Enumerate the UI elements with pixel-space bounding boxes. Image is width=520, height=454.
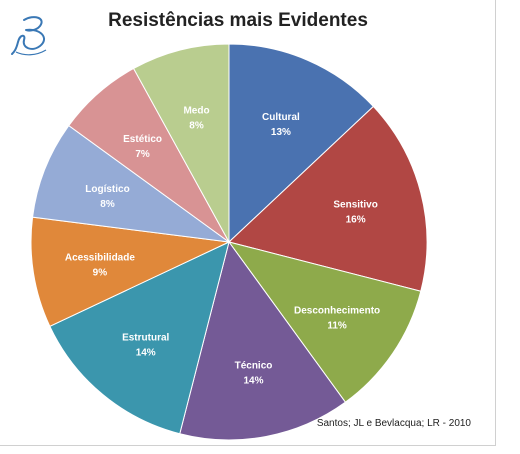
pie-slice-técnico bbox=[179, 240, 347, 441]
pie-slice-estrutural bbox=[49, 241, 230, 435]
slice-value-estrutural: 14% bbox=[136, 348, 156, 359]
slice-label-sensitivo: Sensitivo bbox=[333, 200, 377, 211]
slice-value-sensitivo: 16% bbox=[346, 215, 366, 226]
chart-frame: Resistências mais Evidentes Cultural 13% S… bbox=[0, 0, 496, 446]
slice-value-acessibilidade: 9% bbox=[93, 267, 108, 278]
slice-value-medo: 8% bbox=[189, 120, 204, 131]
slice-label-acessibilidade: Acessibilidade bbox=[65, 252, 135, 263]
chart-title: Resistências mais Evidentes bbox=[108, 10, 368, 31]
pie-chart: Cultural 13% Sensitivo 16% Desconhecimento 11… bbox=[30, 43, 428, 441]
slice-label-técnico: Técnico bbox=[235, 360, 273, 371]
pie-slice-medo bbox=[132, 43, 230, 243]
slice-label-estético: Estético bbox=[123, 134, 162, 145]
slice-value-cultural: 13% bbox=[271, 127, 291, 138]
slice-value-técnico: 14% bbox=[243, 375, 263, 386]
slice-label-desconhecimento: Desconhecimento bbox=[294, 306, 380, 317]
slice-label-cultural: Cultural bbox=[262, 112, 300, 123]
source-note: Santos; JL e Bevlacqua; LR - 2010 bbox=[316, 418, 471, 429]
pie-slice-cultural bbox=[228, 43, 375, 244]
pie-slice-sensitivo bbox=[227, 105, 428, 292]
slice-label-logístico: Logístico bbox=[85, 184, 129, 195]
script-b-logo-icon bbox=[11, 16, 47, 56]
slice-label-medo: Medo bbox=[183, 105, 209, 116]
slice-value-logístico: 8% bbox=[100, 199, 115, 210]
slice-label-estrutural: Estrutural bbox=[122, 333, 169, 344]
pie-slice-logístico bbox=[32, 124, 230, 243]
slice-value-estético: 7% bbox=[135, 149, 150, 160]
pie-slice-desconhecimento bbox=[227, 241, 422, 403]
slice-value-desconhecimento: 11% bbox=[327, 321, 347, 332]
pie-slice-acessibilidade bbox=[30, 216, 231, 327]
